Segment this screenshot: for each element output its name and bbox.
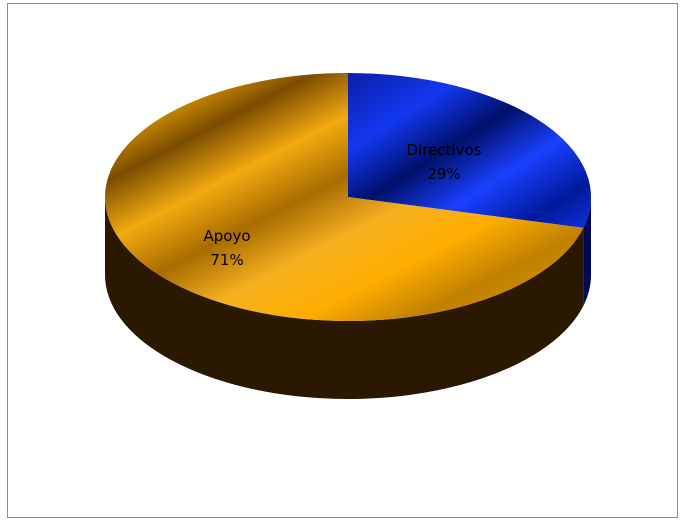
slice-side-directivos xyxy=(583,197,591,306)
slice-side-apoyo xyxy=(104,197,584,400)
slice-top-directivos[interactable] xyxy=(348,73,592,228)
label-layer: Directivos 29% Apoyo 71% xyxy=(204,141,482,269)
data-label-apoyo: Apoyo xyxy=(204,227,251,245)
pie-layer xyxy=(104,73,592,400)
data-percent-directivos: 29% xyxy=(427,165,460,183)
slice-top-apoyo[interactable] xyxy=(105,73,584,321)
data-label-directivos: Directivos xyxy=(407,141,482,159)
data-percent-apoyo: 71% xyxy=(210,251,243,269)
